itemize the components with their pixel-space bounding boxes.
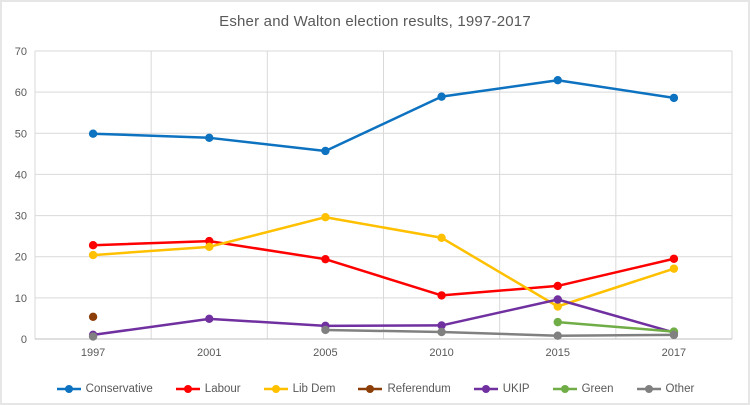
y-axis-tick-label: 0	[21, 334, 27, 346]
legend-item-label: Conservative	[85, 383, 153, 395]
data-point-labour	[205, 236, 214, 246]
legend-item-label: Lib Dem	[292, 383, 336, 395]
data-point-conservative	[437, 92, 446, 101]
y-axis-tick-label: 30	[15, 211, 27, 223]
legend-item-label: Other	[665, 383, 695, 395]
x-axis-tick-label: 2017	[662, 347, 686, 359]
y-axis-tick-label: 20	[15, 252, 27, 264]
series-line-green	[556, 320, 676, 333]
data-point-lib-dem	[437, 233, 446, 242]
data-point-lib-dem	[669, 264, 679, 273]
data-point-labour	[88, 240, 98, 250]
data-point-labour	[553, 281, 562, 291]
legend-item-other: Other	[636, 383, 695, 395]
data-point-conservative	[205, 133, 214, 143]
data-point-labour	[669, 254, 679, 263]
data-point-ukip	[205, 314, 214, 324]
series-line-other	[324, 328, 676, 337]
data-point-conservative	[669, 93, 679, 103]
legend-item-conservative: Conservative	[56, 383, 153, 395]
legend-marker-icon	[636, 385, 661, 393]
y-axis-tick-label: 10	[15, 293, 27, 305]
legend-item-label: Labour	[204, 383, 241, 395]
x-axis-tick-label: 2005	[313, 347, 337, 359]
data-point-lib-dem	[553, 302, 562, 311]
series-line-conservative	[91, 78, 676, 153]
legend-item-label: UKIP	[502, 383, 530, 395]
x-axis-tick-label: 2015	[546, 347, 570, 359]
data-point-other	[669, 330, 679, 340]
y-axis-tick-label: 40	[15, 169, 27, 181]
data-point-other	[321, 325, 330, 335]
series-line-lib-dem	[91, 215, 676, 308]
data-point-lib-dem	[205, 242, 214, 252]
data-point-other	[553, 331, 562, 340]
legend-marker-icon	[56, 385, 81, 393]
x-axis-tick-label: 1997	[81, 347, 105, 359]
data-point-labour	[437, 291, 446, 300]
y-axis-tick-label: 70	[15, 46, 27, 58]
data-point-lib-dem	[321, 213, 330, 222]
legend-marker-icon	[552, 385, 577, 393]
data-point-green	[553, 317, 562, 327]
data-point-ukip	[437, 321, 446, 330]
y-axis-tick-label: 60	[15, 87, 27, 99]
series-line-labour	[91, 239, 676, 297]
series-line-ukip	[91, 298, 676, 337]
legend: Conservative Labour Lib Dem Referendum UKIP G…	[2, 383, 748, 395]
legend-marker-icon	[358, 385, 383, 393]
data-point-other	[88, 332, 98, 341]
y-axis-tick-label: 50	[15, 128, 27, 140]
legend-item-ukip: UKIP	[473, 383, 530, 395]
data-point-conservative	[553, 76, 562, 85]
data-point-labour	[321, 254, 330, 264]
x-axis-tick-label: 2001	[197, 347, 221, 359]
data-point-other	[437, 327, 446, 337]
legend-marker-icon	[473, 385, 498, 393]
legend-marker-icon	[175, 385, 200, 393]
chart-title: Esher and Walton election results, 1997-…	[219, 13, 531, 30]
legend-item-green: Green	[552, 383, 614, 395]
data-point-conservative	[88, 129, 98, 138]
legend-item-label: Green	[581, 383, 614, 395]
data-point-lib-dem	[88, 250, 98, 260]
data-point-conservative	[321, 146, 330, 156]
legend-marker-icon	[263, 385, 288, 393]
x-axis-tick-label: 2010	[429, 347, 453, 359]
legend-item-labour: Labour	[175, 383, 241, 395]
legend-item-label: Referendum	[387, 383, 451, 395]
data-point-referendum	[88, 312, 98, 321]
legend-item-referendum: Referendum	[357, 383, 451, 395]
data-point-ukip	[553, 295, 562, 304]
legend-item-lib-dem: Lib Dem	[263, 383, 336, 395]
